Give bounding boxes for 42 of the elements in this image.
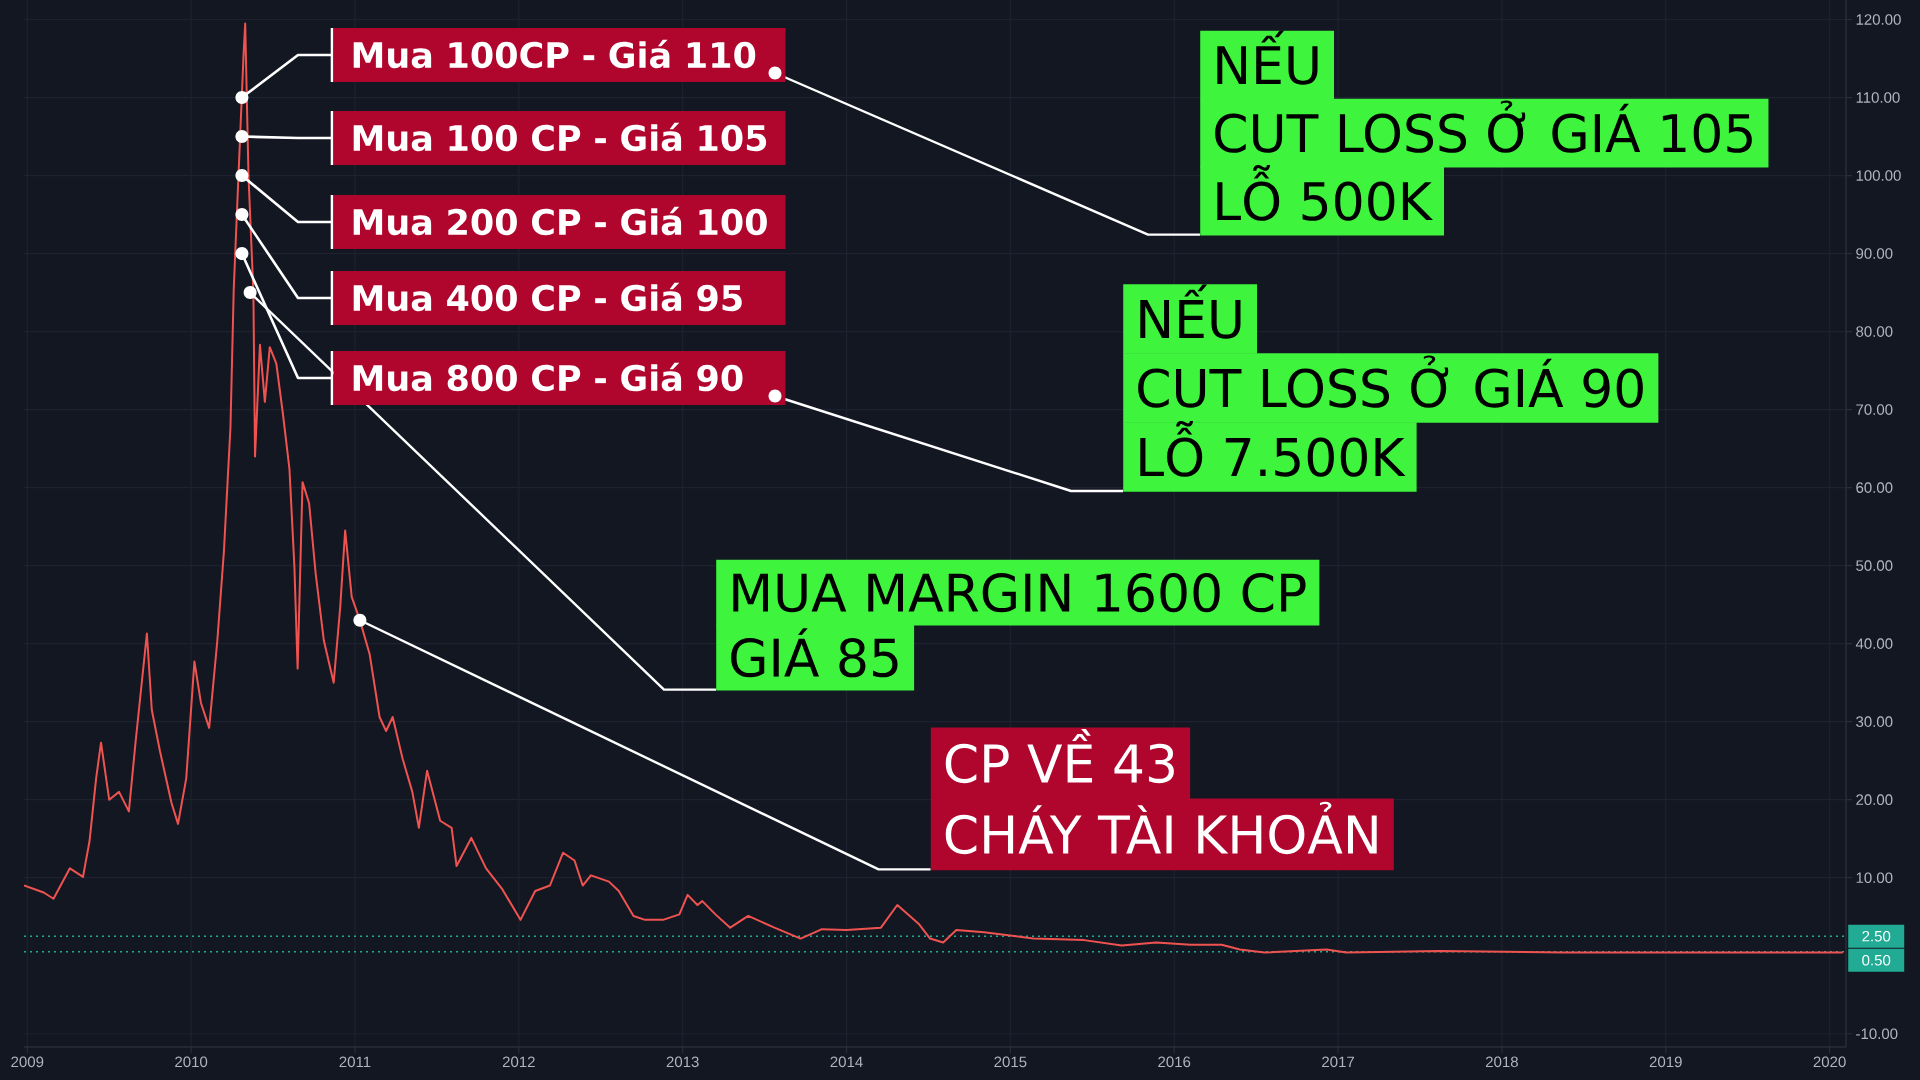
x-tick-label: 2014 bbox=[830, 1056, 863, 1068]
annotation: GIÁ 85 bbox=[731, 628, 898, 678]
ref-line-label: 2.50 bbox=[1862, 930, 1891, 942]
x-tick-label: 2012 bbox=[502, 1056, 535, 1068]
annotation: Mua 400 CP - Giá 95 bbox=[353, 282, 742, 312]
y-tick-label: 120.00 bbox=[1856, 14, 1901, 25]
annotation: Mua 100 CP - Giá 105 bbox=[353, 122, 767, 152]
y-tick-label: 20.00 bbox=[1856, 794, 1893, 805]
annotation: NẾU bbox=[1140, 284, 1241, 339]
x-tick-label: 2017 bbox=[1322, 1056, 1354, 1068]
y-tick-label: 40.00 bbox=[1855, 638, 1893, 649]
ref-line-label: 0.50 bbox=[1862, 954, 1891, 966]
y-tick-label: 110.00 bbox=[1856, 92, 1900, 103]
y-tick-label: 10.00 bbox=[1856, 872, 1893, 884]
y-tick-label: 70.00 bbox=[1856, 404, 1893, 415]
annotation: CHÁY TÀI KHOẢN bbox=[945, 801, 1377, 855]
y-tick-label: 50.00 bbox=[1856, 560, 1893, 571]
annotation: CUT LOSS Ở GIÁ 90 bbox=[1138, 355, 1643, 408]
annotation: Mua 800 CP - Giá 90 bbox=[353, 362, 743, 392]
x-tick-label: 2009 bbox=[11, 1056, 44, 1068]
y-tick-label: 30.00 bbox=[1856, 716, 1893, 727]
annotation: Mua 100CP - Giá 110 bbox=[353, 39, 756, 69]
annotation: NẾU bbox=[1217, 30, 1318, 85]
y-tick-label: 80.00 bbox=[1856, 326, 1893, 337]
annotation: LỖ 500K bbox=[1217, 165, 1433, 221]
annotation: CP VỀ 43 bbox=[945, 728, 1174, 784]
x-tick-label: 2013 bbox=[666, 1056, 699, 1068]
annotation: Mua 200 CP - Giá 100 bbox=[353, 206, 767, 236]
x-tick-label: 2020 bbox=[1813, 1056, 1846, 1068]
annotation: CUT LOSS Ở GIÁ 105 bbox=[1215, 100, 1752, 153]
y-tick-label: 60.00 bbox=[1856, 482, 1893, 493]
y-tick-label: 90.00 bbox=[1856, 248, 1893, 259]
annotation: MUA MARGIN 1600 CP bbox=[733, 573, 1306, 613]
x-tick-label: 2010 bbox=[175, 1056, 208, 1068]
x-tick-label: 2015 bbox=[994, 1056, 1027, 1068]
y-tick-label: -10.00 bbox=[1856, 1028, 1898, 1040]
annotation: LỖ 7.500K bbox=[1140, 421, 1406, 477]
x-tick-label: 2011 bbox=[339, 1056, 371, 1068]
x-tick-label: 2018 bbox=[1485, 1056, 1518, 1068]
y-tick-label: 100.00 bbox=[1856, 170, 1901, 181]
x-tick-label: 2016 bbox=[1158, 1056, 1191, 1068]
x-tick-label: 2019 bbox=[1649, 1056, 1682, 1068]
